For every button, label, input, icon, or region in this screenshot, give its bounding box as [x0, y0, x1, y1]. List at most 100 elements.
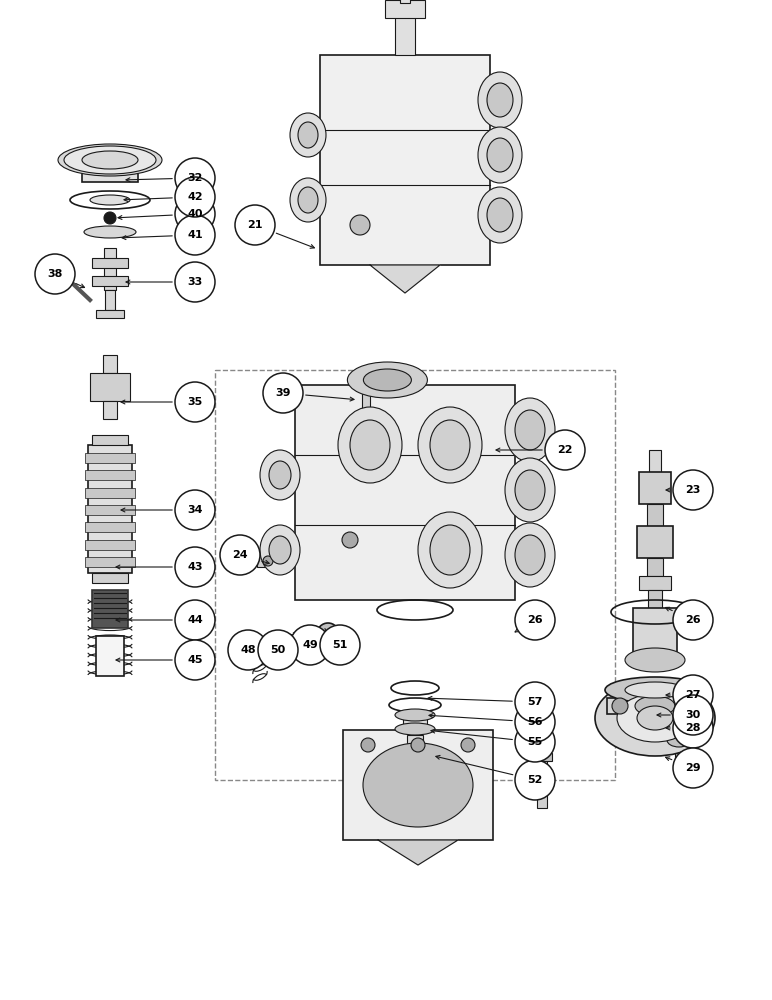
Circle shape [515, 760, 555, 800]
Circle shape [175, 640, 215, 680]
Bar [90, 373, 130, 401]
Bar [85, 488, 135, 498]
Bar [82, 160, 138, 182]
Ellipse shape [298, 122, 318, 148]
Bar [103, 401, 117, 419]
Text: 38: 38 [47, 269, 63, 279]
Text: 24: 24 [232, 550, 248, 560]
Bar [85, 505, 135, 515]
Circle shape [515, 702, 555, 742]
Text: 39: 39 [276, 388, 291, 398]
Ellipse shape [478, 187, 522, 243]
Circle shape [258, 630, 298, 670]
Ellipse shape [78, 150, 142, 170]
Circle shape [228, 630, 268, 670]
Circle shape [673, 470, 713, 510]
Text: 33: 33 [188, 277, 202, 287]
Bar [320, 55, 490, 265]
Circle shape [545, 430, 585, 470]
Bar [633, 608, 677, 660]
Bar [532, 753, 552, 761]
Bar [96, 636, 124, 676]
Circle shape [342, 532, 358, 548]
Ellipse shape [515, 535, 545, 575]
Circle shape [175, 262, 215, 302]
Bar [104, 248, 116, 290]
Text: 43: 43 [188, 562, 203, 572]
Ellipse shape [290, 113, 326, 157]
Bar [639, 576, 671, 590]
Circle shape [175, 382, 215, 422]
Circle shape [235, 205, 275, 245]
Text: 30: 30 [686, 710, 701, 720]
Ellipse shape [430, 420, 470, 470]
Circle shape [175, 600, 215, 640]
Circle shape [175, 194, 215, 234]
Circle shape [296, 630, 312, 646]
Ellipse shape [84, 226, 136, 238]
Text: 50: 50 [270, 645, 286, 655]
Text: 23: 23 [686, 485, 701, 495]
Ellipse shape [625, 648, 685, 672]
Bar [637, 526, 673, 558]
Bar [405, 792, 425, 799]
Circle shape [320, 625, 360, 665]
Ellipse shape [269, 536, 291, 564]
Bar [343, 730, 493, 840]
Bar [648, 590, 662, 608]
Ellipse shape [505, 523, 555, 587]
Bar [215, 370, 615, 780]
Bar [257, 555, 279, 567]
Ellipse shape [487, 138, 513, 172]
Bar [85, 453, 135, 463]
Circle shape [175, 490, 215, 530]
Ellipse shape [260, 450, 300, 500]
Circle shape [411, 738, 425, 752]
Text: 27: 27 [686, 690, 701, 700]
Text: 49: 49 [302, 640, 318, 650]
Circle shape [175, 177, 215, 217]
Polygon shape [370, 265, 440, 293]
Bar [105, 290, 115, 310]
Text: 34: 34 [188, 505, 203, 515]
Circle shape [461, 738, 475, 752]
Circle shape [175, 547, 215, 587]
Bar [85, 540, 135, 550]
Circle shape [361, 738, 375, 752]
Bar [295, 385, 515, 600]
Ellipse shape [272, 634, 300, 648]
Circle shape [317, 623, 339, 645]
Ellipse shape [350, 420, 390, 470]
Circle shape [673, 748, 713, 788]
Bar [639, 472, 671, 504]
Circle shape [35, 254, 75, 294]
Bar [92, 276, 128, 286]
Text: 52: 52 [527, 775, 543, 785]
Bar [537, 758, 547, 808]
Bar [92, 573, 128, 583]
Ellipse shape [298, 187, 318, 213]
Bar [400, 0, 410, 3]
Text: 55: 55 [527, 737, 543, 747]
Ellipse shape [418, 407, 482, 483]
Ellipse shape [64, 146, 156, 174]
Ellipse shape [347, 362, 428, 398]
Ellipse shape [290, 178, 326, 222]
Text: 51: 51 [332, 640, 347, 650]
Ellipse shape [667, 733, 691, 747]
Ellipse shape [487, 198, 513, 232]
Bar [85, 470, 135, 480]
Ellipse shape [635, 696, 675, 716]
Text: 56: 56 [527, 717, 543, 727]
Ellipse shape [82, 151, 138, 169]
Circle shape [104, 212, 116, 224]
Ellipse shape [487, 83, 513, 117]
Text: 44: 44 [187, 615, 203, 625]
Text: 26: 26 [686, 615, 701, 625]
Ellipse shape [505, 458, 555, 522]
Text: 32: 32 [188, 173, 203, 183]
Bar [395, 15, 415, 55]
Circle shape [263, 373, 303, 413]
Ellipse shape [395, 709, 435, 721]
Bar [675, 742, 683, 764]
